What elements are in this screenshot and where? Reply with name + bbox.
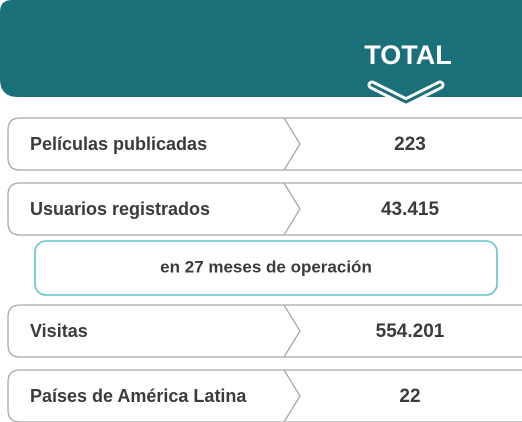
row-box	[7, 117, 522, 171]
note-text: en 27 meses de operación	[160, 257, 372, 276]
row-box	[7, 369, 522, 422]
row-box	[7, 304, 522, 358]
row-divider	[283, 369, 301, 422]
row-divider	[283, 117, 301, 171]
header-title: TOTAL	[364, 40, 452, 70]
row-label: Usuarios registrados	[30, 199, 210, 219]
row-box	[7, 182, 522, 236]
rows: Películas publicadas 223 Usuarios registra…	[7, 117, 522, 422]
row-label: Países de América Latina	[30, 386, 247, 406]
header-band	[0, 0, 522, 97]
row-value: 22	[399, 386, 420, 407]
row-value: 43.415	[381, 199, 440, 220]
note-box	[34, 240, 498, 296]
row-value: 554.201	[376, 321, 445, 342]
row-divider	[283, 304, 301, 358]
chevron	[370, 83, 442, 104]
row-value: 223	[394, 134, 426, 155]
row-label: Películas publicadas	[30, 134, 207, 154]
row-divider	[283, 182, 301, 236]
row-label: Visitas	[30, 321, 88, 341]
